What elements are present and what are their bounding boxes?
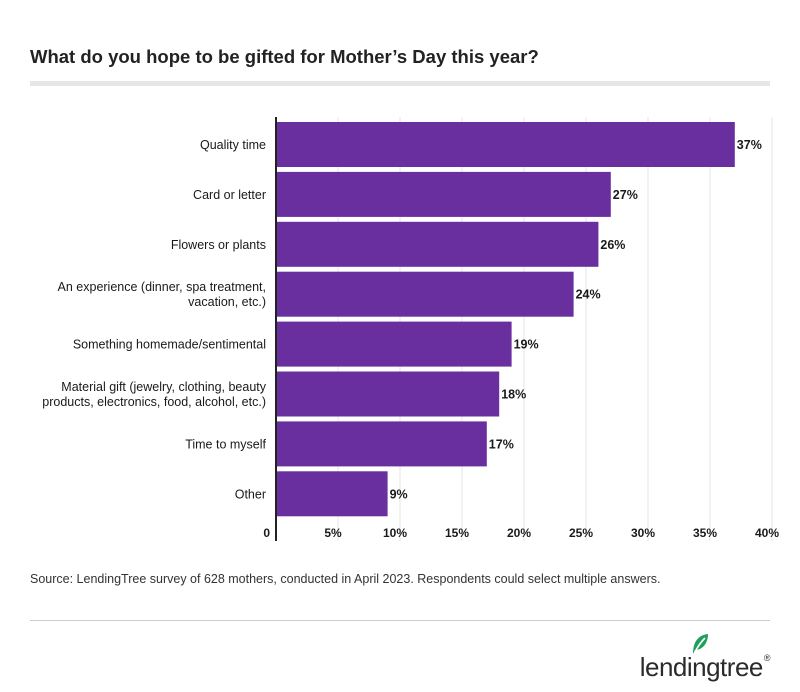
data-label-4: 19% [514, 338, 539, 352]
x-tick-label-30: 30% [631, 526, 655, 540]
data-label-5: 18% [501, 388, 526, 402]
logo-text: lendingtree [639, 652, 764, 682]
footer-divider [30, 620, 770, 621]
category-label-6: Time to myself [185, 437, 266, 451]
x-tick-label-10: 10% [383, 526, 407, 540]
x-tick-label-20: 20% [507, 526, 531, 540]
x-tick-label-25: 25% [569, 526, 593, 540]
data-label-1: 27% [613, 188, 638, 202]
category-label-2: Flowers or plants [171, 238, 266, 252]
category-label-5-line-0: Material gift (jewelry, clothing, beauty [61, 380, 266, 394]
data-label-6: 17% [489, 437, 514, 451]
lendingtree-logo: lendingtree® [639, 634, 771, 682]
bar-5 [276, 371, 500, 417]
source-note: Source: LendingTree survey of 628 mother… [30, 572, 661, 586]
category-label-7: Other [235, 487, 266, 501]
category-label-0: Quality time [200, 138, 266, 152]
category-label-3-line-0: An experience (dinner, spa treatment, [58, 280, 266, 294]
leaf-icon [692, 634, 708, 654]
bar-6 [276, 421, 487, 467]
category-label-1: Card or letter [193, 188, 266, 202]
logo-registered-mark: ® [763, 653, 771, 663]
x-tick-label-35: 35% [693, 526, 717, 540]
data-label-2: 26% [600, 238, 625, 252]
x-tick-label-5: 5% [324, 526, 342, 540]
logo-wordmark: lendingtree® [639, 634, 771, 682]
bar-3 [276, 271, 574, 317]
bar-1 [276, 171, 611, 217]
category-label-4: Something homemade/sentimental [73, 338, 266, 352]
bar-7 [276, 471, 388, 517]
data-label-3: 24% [576, 288, 601, 302]
x-tick-label-40: 40% [755, 526, 779, 540]
category-label-5-line-1: products, electronics, food, alcohol, et… [42, 395, 266, 409]
chart-title: What do you hope to be gifted for Mother… [30, 46, 539, 67]
data-label-0: 37% [737, 138, 762, 152]
bar-chart: 37% Quality time 27% Card or letter 26% Flowe… [42, 117, 779, 541]
bar-0 [276, 122, 735, 167]
x-tick-label-15: 15% [445, 526, 469, 540]
x-tick-label-0: 0 [263, 526, 270, 540]
bar-4 [276, 321, 512, 367]
category-label-3-line-1: vacation, etc.) [188, 295, 266, 309]
title-divider [30, 81, 770, 86]
data-label-7: 9% [390, 487, 408, 501]
bar-2 [276, 221, 599, 267]
